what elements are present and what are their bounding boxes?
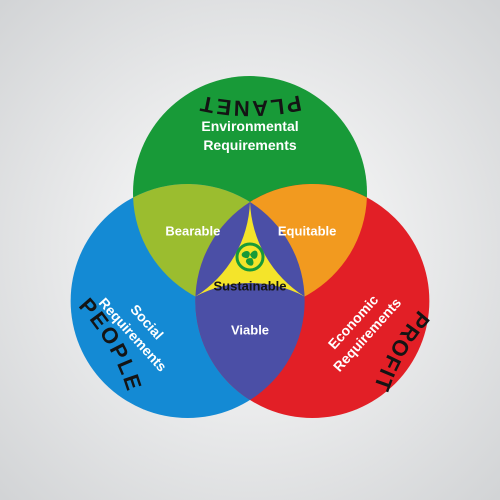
triple-bottom-line-venn: EnvironmentalRequirementsSocialRequireme… [0, 0, 500, 500]
overlap-label-people-profit: Viable [231, 322, 269, 337]
inner-label-planet-line0: Environmental [201, 118, 298, 134]
overlap-label-planet-profit: Equitable [278, 223, 337, 238]
center-label: Sustainable [214, 278, 287, 293]
overlap-label-planet-people: Bearable [165, 223, 220, 238]
inner-label-planet-line1: Requirements [203, 137, 297, 153]
